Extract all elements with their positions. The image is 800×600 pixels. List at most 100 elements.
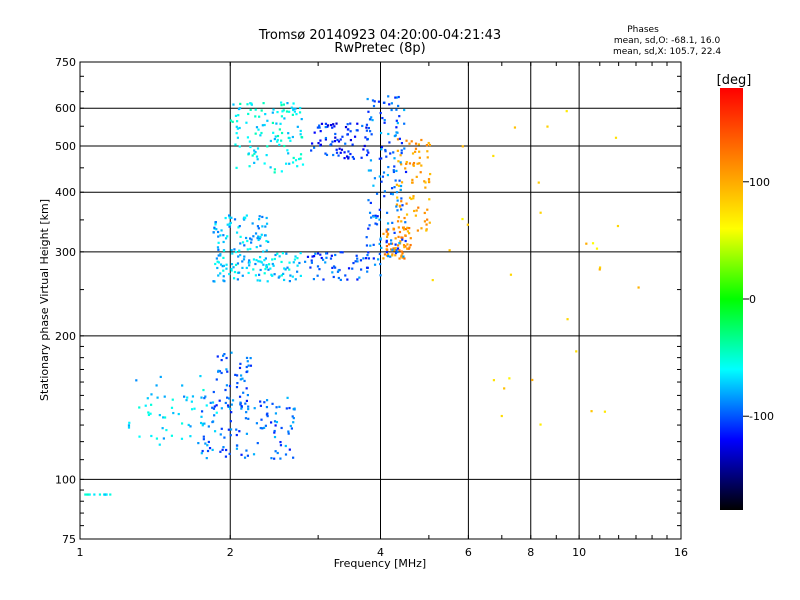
data-point	[285, 162, 288, 165]
data-point	[402, 244, 406, 247]
data-point	[293, 258, 297, 261]
data-point	[249, 356, 252, 360]
data-point	[87, 493, 90, 496]
data-point	[255, 155, 259, 158]
data-point	[400, 208, 403, 211]
data-point	[382, 171, 386, 174]
data-point	[337, 276, 340, 280]
data-point	[387, 165, 390, 169]
data-point	[234, 263, 238, 267]
data-point	[367, 169, 370, 172]
data-point	[147, 411, 150, 414]
data-point	[292, 421, 295, 424]
data-point	[200, 415, 203, 418]
data-point	[382, 257, 385, 260]
data-point	[418, 162, 421, 165]
data-point	[341, 251, 344, 254]
x-axis-label: Frequency [MHz]	[334, 557, 426, 570]
data-point	[408, 246, 411, 249]
data-point	[351, 155, 354, 159]
data-point	[279, 444, 283, 447]
data-point	[234, 373, 237, 377]
data-point	[332, 123, 335, 126]
data-point	[513, 126, 517, 129]
data-point	[347, 157, 350, 160]
data-point	[247, 408, 250, 411]
data-point	[374, 214, 377, 217]
data-point	[299, 274, 302, 278]
data-point	[246, 239, 249, 243]
data-point	[398, 115, 401, 118]
data-point	[222, 354, 225, 357]
data-point	[280, 104, 283, 107]
data-point	[227, 214, 231, 217]
data-point	[392, 170, 396, 174]
data-point	[318, 268, 321, 271]
data-point	[128, 421, 131, 424]
data-point	[391, 248, 394, 251]
data-point	[395, 108, 398, 111]
data-point	[309, 266, 312, 269]
data-point	[363, 144, 366, 148]
data-point	[272, 108, 275, 111]
data-point	[190, 400, 193, 403]
data-point	[546, 125, 549, 128]
data-point	[292, 417, 295, 420]
data-point	[403, 216, 406, 220]
data-point	[400, 151, 403, 155]
data-point	[235, 433, 238, 437]
data-point	[249, 247, 252, 251]
data-point	[426, 156, 429, 159]
data-point	[261, 124, 264, 127]
data-point	[603, 410, 607, 413]
data-point	[193, 407, 196, 410]
data-point	[288, 268, 291, 271]
data-point	[389, 255, 392, 258]
data-point	[425, 223, 428, 226]
data-point	[424, 186, 427, 189]
data-point	[189, 425, 192, 428]
data-point	[590, 410, 593, 413]
data-point	[127, 424, 131, 427]
data-point	[222, 240, 225, 244]
data-point	[224, 401, 227, 405]
data-point	[253, 149, 256, 152]
data-point	[212, 280, 215, 283]
data-point	[337, 140, 341, 143]
data-point	[212, 407, 216, 410]
data-point	[386, 222, 390, 225]
data-point	[231, 252, 234, 255]
data-point	[216, 355, 219, 358]
data-point	[262, 102, 265, 105]
data-point	[222, 234, 225, 237]
data-point	[324, 125, 327, 129]
data-point	[266, 145, 269, 148]
data-point	[372, 184, 375, 187]
data-point	[324, 136, 328, 140]
data-point	[405, 139, 408, 142]
data-point	[398, 179, 401, 182]
data-point	[217, 248, 220, 251]
data-point	[537, 181, 540, 184]
data-point	[233, 248, 236, 251]
data-point	[255, 422, 259, 425]
data-point	[215, 378, 218, 381]
data-point	[383, 253, 386, 256]
data-point	[138, 435, 141, 438]
data-point	[411, 178, 414, 181]
data-point	[191, 395, 195, 398]
data-point	[224, 216, 227, 220]
data-point	[230, 428, 233, 431]
data-point	[282, 278, 286, 282]
data-point	[415, 209, 418, 212]
data-point	[144, 404, 147, 407]
data-point	[366, 253, 369, 257]
data-point	[398, 257, 401, 260]
data-point	[404, 234, 407, 237]
colorbar-label: [deg]	[717, 73, 752, 88]
data-point	[297, 157, 301, 161]
data-point	[299, 129, 302, 133]
data-point	[274, 424, 277, 427]
data-point	[326, 125, 329, 128]
data-point	[206, 444, 209, 447]
